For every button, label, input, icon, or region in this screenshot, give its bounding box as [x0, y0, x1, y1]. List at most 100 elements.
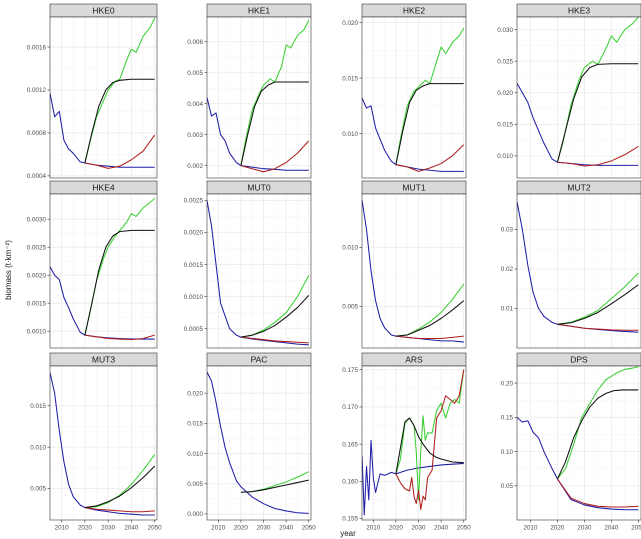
facet-title: HKE4: [92, 183, 114, 193]
panel-mut2: MUT2 0.01 0.02 0.03: [501, 180, 641, 349]
series-line-blue: [362, 199, 464, 343]
panel-mut1: MUT1 0.005 0.010: [342, 180, 467, 349]
x-tick-label: 2020: [550, 525, 565, 532]
y-tick-label: 0.025: [497, 58, 513, 65]
y-tick-label: 0.03: [501, 227, 514, 234]
x-tick-label: 2020: [78, 525, 93, 532]
x-tick-label: 2030: [577, 525, 592, 532]
panel-border: [49, 16, 158, 179]
x-tick-label: 2010: [366, 525, 381, 532]
y-tick-label: 0.005: [187, 70, 203, 77]
series-line-black: [240, 81, 309, 166]
panel-background: [517, 194, 641, 348]
y-tick-label: 0.0005: [184, 326, 204, 333]
y-tick-label: 0.020: [342, 20, 358, 27]
series-line-blue: [50, 372, 155, 516]
x-tick-label: 2050: [148, 525, 163, 532]
series-line-black: [395, 417, 464, 474]
x-axis-title: year: [340, 529, 356, 538]
panel-ars: ARS 0.155 0.160 0.165 0.170 0.175 2010 2020 2030…: [342, 352, 471, 532]
y-tick-label: 0.10: [501, 449, 514, 456]
x-tick-label: 2010: [55, 525, 70, 532]
y-tick-label: 0.003: [187, 132, 203, 139]
panel-border: [361, 16, 467, 179]
y-tick-label: 0.155: [342, 516, 358, 523]
series-line-blue: [517, 83, 639, 166]
x-tick-label: 2010: [211, 525, 226, 532]
y-tick-label: 0.010: [187, 451, 203, 458]
series-line-red: [240, 140, 310, 173]
series-line-red: [557, 323, 639, 331]
series-line-green: [557, 366, 639, 480]
series-line-black: [84, 78, 155, 164]
series-line-black: [84, 465, 156, 509]
y-tick-label: 0.030: [497, 27, 513, 34]
x-tick-label: 2050: [302, 525, 317, 532]
series-line-red: [557, 478, 639, 508]
y-tick-label: 0.010: [497, 153, 513, 160]
panel-background: [517, 366, 641, 520]
y-tick-label: 0.0025: [184, 198, 204, 205]
series-line-black: [557, 284, 639, 325]
y-tick-label: 0.0020: [184, 230, 204, 237]
y-tick-label: 0.0015: [184, 262, 204, 269]
series-line-blue: [207, 97, 309, 171]
x-tick-label: 2030: [101, 525, 116, 532]
series-group: [362, 199, 465, 343]
x-tick-label: 2020: [234, 525, 249, 532]
panel-hke0: HKE0 0.0004 0.0008 0.0012 0.0016: [27, 3, 158, 180]
y-tick-label: 0.005: [342, 304, 358, 311]
y-tick-label: 0.0030: [27, 216, 47, 223]
series-line-red: [84, 507, 155, 513]
y-tick-label: 0.006: [187, 39, 203, 46]
series-line-red: [240, 336, 309, 344]
y-tick-label: 0.0004: [27, 173, 47, 180]
facet-title: MUT3: [92, 355, 115, 365]
facet-title: HKE1: [248, 6, 270, 16]
y-tick-label: 0.0008: [27, 130, 47, 137]
series-group: [50, 198, 156, 341]
y-tick-label: 0.15: [501, 415, 514, 422]
x-tick-label: 2030: [412, 525, 427, 532]
x-tick-label: 2040: [604, 525, 619, 532]
facet-title: PAC: [251, 355, 268, 365]
series-line-red: [557, 145, 639, 167]
panel-background: [50, 194, 157, 348]
facet-title: MUT1: [402, 183, 425, 193]
series-group: [517, 17, 639, 167]
y-tick-label: 0.015: [30, 403, 46, 410]
series-group: [517, 366, 639, 511]
panel-background: [207, 366, 311, 520]
y-tick-label: 0.010: [30, 444, 46, 451]
panel-dps: DPS 0.05 0.10 0.15 0.20 2010 2020 2030 2040 2050: [501, 352, 641, 532]
y-tick-label: 0.020: [497, 90, 513, 97]
facet-title: MUT0: [247, 183, 270, 193]
panel-mut3: MUT3 0.005 0.010 0.015 2010 2020 2030 2040 2050: [30, 352, 163, 532]
panel-pac: PAC 0.000 0.005 0.010 0.015 0.020 2010 2020 2030…: [187, 352, 317, 532]
series-line-green: [84, 454, 156, 509]
panel-background: [50, 366, 157, 520]
series-group: [207, 200, 310, 346]
panel-background: [362, 194, 466, 348]
series-line-black: [395, 83, 464, 165]
panel-hke2: HKE2 0.010 0.015 0.020: [342, 3, 467, 179]
series-group: [50, 17, 156, 169]
series-line-blue: [207, 200, 309, 346]
series-line-black: [240, 479, 309, 493]
panel-background: [517, 17, 641, 178]
series-group: [517, 201, 639, 333]
panel-border: [49, 365, 158, 521]
y-tick-label: 0.0012: [27, 87, 47, 94]
panel-hke4: HKE4 0.0010 0.0015 0.0020 0.0025 0.0030: [27, 180, 158, 349]
x-tick-label: 2010: [523, 525, 538, 532]
y-tick-label: 0.005: [187, 481, 203, 488]
facet-title: ARS: [405, 355, 423, 365]
x-tick-label: 2040: [434, 525, 449, 532]
series-group: [207, 371, 309, 514]
panel-border: [206, 16, 312, 179]
series-line-black: [556, 389, 639, 480]
y-tick-label: 0.0010: [184, 294, 204, 301]
series-line-red: [395, 144, 465, 172]
panel-border: [361, 365, 467, 521]
